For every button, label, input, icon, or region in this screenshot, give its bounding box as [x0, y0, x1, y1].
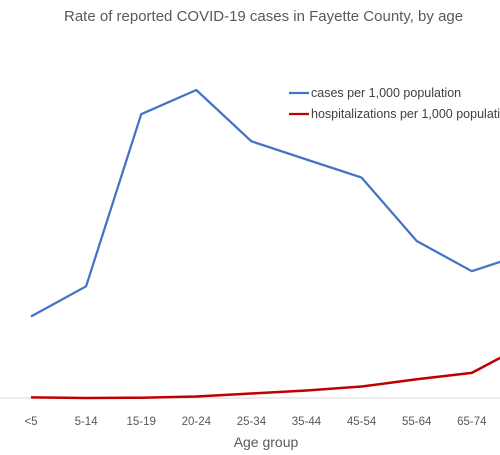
- x-axis-title: Age group: [234, 434, 299, 450]
- x-tick-label: 35-44: [292, 416, 322, 428]
- legend-label: cases per 1,000 population: [311, 86, 461, 100]
- legend: cases per 1,000 population hospitalizatio…: [289, 86, 500, 121]
- x-tick-label: 45-54: [347, 416, 377, 428]
- x-tick-label: <5: [24, 416, 37, 428]
- x-tick-label: 15-19: [126, 416, 155, 428]
- legend-label: hospitalizations per 1,000 population: [311, 107, 500, 121]
- series-line-2: [30, 356, 500, 400]
- series-line-1: [30, 88, 500, 318]
- x-tick-label: 5-14: [75, 416, 99, 428]
- x-tick-label: 55-64: [402, 416, 432, 428]
- x-tick-label: 20-24: [182, 416, 212, 428]
- x-tick-label: 65-74: [457, 416, 487, 428]
- chart-title: Rate of reported COVID-19 cases in Fayet…: [64, 8, 464, 25]
- x-tick-label: 25-34: [237, 416, 267, 428]
